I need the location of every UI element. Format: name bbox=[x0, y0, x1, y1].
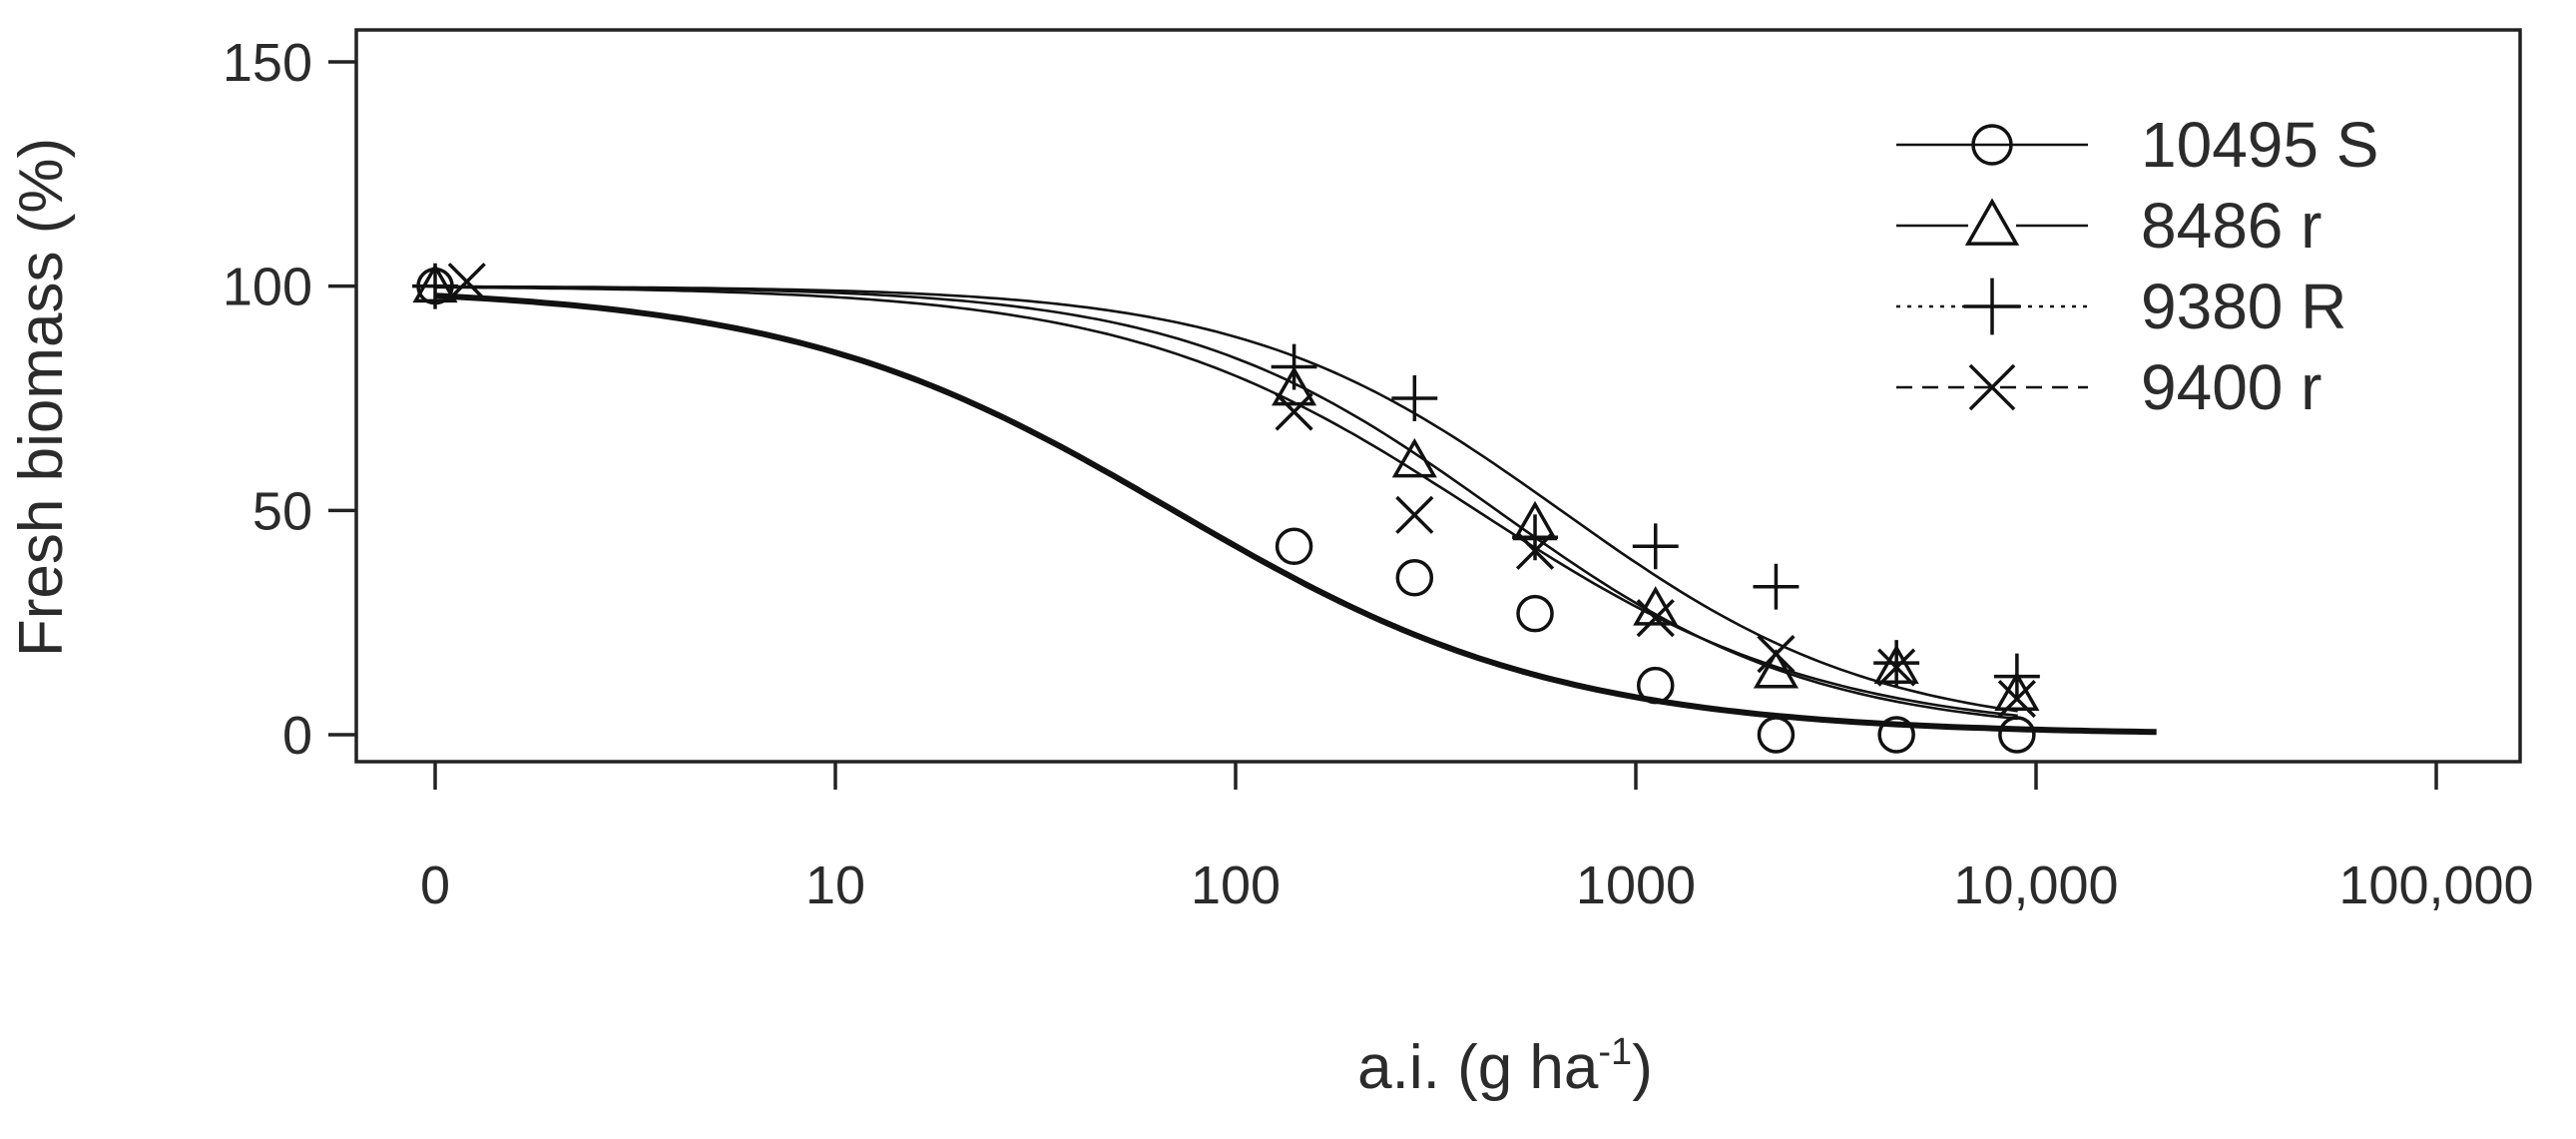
data-point-circle bbox=[1757, 716, 1796, 754]
legend-marker-circle bbox=[1971, 124, 2013, 166]
data-point-circle bbox=[1877, 716, 1915, 754]
data-point-triangle bbox=[1272, 365, 1317, 406]
data-point-plus bbox=[412, 263, 458, 309]
data-point-triangle bbox=[1391, 437, 1437, 478]
y-tick-label: 150 bbox=[223, 33, 312, 93]
x-axis-title-close: ) bbox=[1632, 1033, 1653, 1102]
legend-label: 9400 r bbox=[2141, 351, 2321, 423]
legend-label: 10495 S bbox=[2141, 109, 2378, 181]
data-point-circle bbox=[1636, 666, 1675, 705]
curve-8486-r bbox=[435, 285, 2018, 721]
data-point-cross bbox=[447, 263, 486, 301]
data-point-plus bbox=[1993, 653, 2040, 700]
y-tick-label: 100 bbox=[223, 258, 312, 317]
data-point-cross bbox=[1515, 531, 1555, 570]
data-point-cross bbox=[1877, 648, 1916, 687]
y-axis-title: Fresh biomass (%) bbox=[7, 138, 76, 657]
legend-label: 9380 R bbox=[2141, 271, 2346, 342]
fitted-curves bbox=[434, 285, 2157, 736]
y-tick-label: 0 bbox=[282, 706, 312, 766]
data-point-cross bbox=[1757, 635, 1796, 674]
x-tick-label: 10,000 bbox=[1953, 855, 2118, 915]
curve-10495-s bbox=[434, 292, 2157, 736]
x-tick-label: 10 bbox=[805, 855, 865, 915]
data-point-cross bbox=[1395, 495, 1434, 534]
data-point-cross bbox=[1275, 392, 1313, 431]
x-tick-label: 100 bbox=[1191, 855, 1281, 915]
data-point-circle bbox=[1395, 558, 1434, 597]
data-point-plus bbox=[1512, 514, 1558, 561]
legend-marker-bg bbox=[1968, 200, 2016, 248]
x-tick-label: 100,000 bbox=[2338, 855, 2533, 915]
legend-marker-cross bbox=[1968, 363, 2016, 411]
x-axis-title: a.i. (g ha-1) bbox=[1357, 1031, 1653, 1102]
data-point-cross bbox=[1997, 679, 2036, 719]
curve-9380-r bbox=[434, 285, 2018, 713]
data-point-triangle bbox=[1753, 649, 1800, 689]
data-point-circle bbox=[1516, 594, 1554, 633]
data-point-plus bbox=[1632, 523, 1679, 570]
y-tick-label: 50 bbox=[253, 481, 312, 541]
data-point-cross bbox=[1636, 599, 1675, 638]
curve-9400-r bbox=[434, 285, 2018, 718]
data-point-triangle bbox=[1994, 671, 2040, 711]
x-axis-title-superscript: -1 bbox=[1598, 1031, 1632, 1073]
legend-marker-triangle bbox=[1964, 198, 2020, 246]
data-point-plus bbox=[1271, 343, 1317, 390]
data-point-plus bbox=[1391, 375, 1438, 421]
data-point-circle bbox=[1275, 527, 1313, 566]
legend-marker-plus bbox=[1963, 278, 2021, 335]
legend-label: 8486 r bbox=[2141, 190, 2321, 262]
x-axis-title-main: a.i. (g ha bbox=[1357, 1033, 1599, 1102]
data-point-circle bbox=[1998, 716, 2036, 754]
data-point-plus bbox=[1753, 563, 1800, 610]
legend: 10495 S 8486 r 9380 R 9400 r bbox=[1896, 109, 2378, 423]
x-tick-label: 1000 bbox=[1576, 855, 1696, 915]
data-point-plus bbox=[1873, 640, 1920, 687]
y-axis: 0 50 100 150 bbox=[223, 33, 356, 766]
x-axis: 0 10 100 1000 10,000 100,000 bbox=[420, 762, 2534, 915]
x-tick-label: 0 bbox=[420, 855, 450, 915]
plot-frame bbox=[354, 28, 2522, 764]
data-points bbox=[412, 263, 2040, 754]
